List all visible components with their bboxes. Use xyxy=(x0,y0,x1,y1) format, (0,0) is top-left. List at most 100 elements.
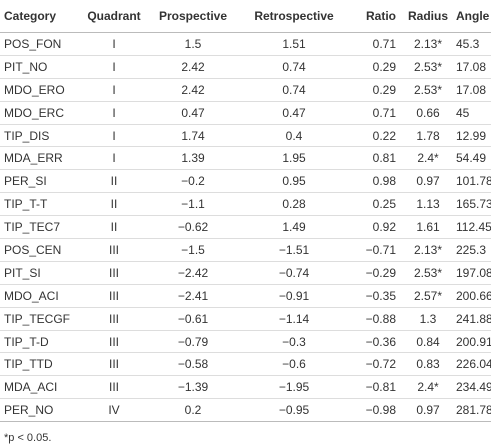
table-cell: −0.35 xyxy=(350,284,400,308)
table-cell: PIT_NO xyxy=(0,55,80,79)
table-cell: 225.3 xyxy=(456,238,491,262)
table-cell: 0.66 xyxy=(400,101,456,125)
table-row: PER_NO IV 0.2 −0.95 −0.98 0.97 281.78 xyxy=(0,398,491,423)
table-cell: 0.84 xyxy=(400,330,456,354)
table-cell: 200.66 xyxy=(456,284,491,308)
table-cell: 0.97 xyxy=(400,398,456,423)
table-row: TIP_DIS I 1.74 0.4 0.22 1.78 12.99 xyxy=(0,124,491,148)
table-cell: −0.95 xyxy=(238,398,350,423)
table-row: MDA_ERR I 1.39 1.95 0.81 2.4* 54.49 xyxy=(0,146,491,171)
table-cell: −0.6 xyxy=(238,352,350,377)
table-cell: 0.98 xyxy=(350,169,400,194)
column-header: Retrospective xyxy=(238,0,350,33)
table-cell: 165.73 xyxy=(456,192,491,217)
table-row: MDO_ERO I 2.42 0.74 0.29 2.53* 17.08 xyxy=(0,78,491,102)
table-body: POS_FON I 1.5 1.51 0.71 2.13* 45.3 PIT_NO I 2.42 0… xyxy=(0,32,491,423)
table-cell: POS_CEN xyxy=(0,238,80,262)
table-cell: 281.78 xyxy=(456,398,491,423)
table-cell: I xyxy=(80,146,148,171)
table-cell: 0.95 xyxy=(238,169,350,194)
table-cell: I xyxy=(80,78,148,102)
table-cell: I xyxy=(80,124,148,148)
column-header: Angle xyxy=(456,0,491,33)
footnote: *p < 0.05. xyxy=(4,432,52,444)
data-table: Category Quadrant Prospective Retrospective… xyxy=(0,0,491,423)
table-cell: −2.42 xyxy=(148,261,238,285)
table-cell: TIP_T-D xyxy=(0,330,80,354)
table-cell: 1.51 xyxy=(238,32,350,56)
table-cell: TIP_DIS xyxy=(0,124,80,148)
table-cell: 1.49 xyxy=(238,215,350,240)
column-header: Ratio xyxy=(350,0,400,33)
table-cell: 2.13* xyxy=(400,32,456,56)
table-row: POS_CEN III −1.5 −1.51 −0.71 2.13* 225.3 xyxy=(0,238,491,262)
table-cell: MDO_ERO xyxy=(0,78,80,102)
table-cell: −1.14 xyxy=(238,307,350,331)
column-header: Quadrant xyxy=(80,0,148,33)
table-cell: 0.92 xyxy=(350,215,400,240)
table-cell: TIP_TECGF xyxy=(0,307,80,331)
table-cell: MDA_ERR xyxy=(0,146,80,171)
table-cell: −0.72 xyxy=(350,352,400,377)
table-cell: III xyxy=(80,238,148,262)
table-cell: −0.62 xyxy=(148,215,238,240)
table-cell: 0.71 xyxy=(350,32,400,56)
column-header: Category xyxy=(0,0,80,33)
table-cell: −0.71 xyxy=(350,238,400,262)
table-cell: 2.42 xyxy=(148,78,238,102)
table-cell: 0.29 xyxy=(350,55,400,79)
table-cell: 0.47 xyxy=(238,101,350,125)
table-cell: −2.41 xyxy=(148,284,238,308)
table-row: TIP_T-T II −1.1 0.28 0.25 1.13 165.73 xyxy=(0,192,491,217)
table-cell: TIP_TEC7 xyxy=(0,215,80,240)
table-cell: TIP_T-T xyxy=(0,192,80,217)
table-row: PER_SI II −0.2 0.95 0.98 0.97 101.78 xyxy=(0,169,491,194)
table-cell: II xyxy=(80,169,148,194)
table-cell: 2.4* xyxy=(400,375,456,400)
table-cell: 0.47 xyxy=(148,101,238,125)
table-cell: −0.3 xyxy=(238,330,350,354)
table-cell: 101.78 xyxy=(456,169,491,194)
table-cell: −0.74 xyxy=(238,261,350,285)
table-cell: 234.49 xyxy=(456,375,491,400)
table-cell: 0.4 xyxy=(238,124,350,148)
table-cell: 1.5 xyxy=(148,32,238,56)
table-cell: 1.39 xyxy=(148,146,238,171)
table-cell: IV xyxy=(80,398,148,423)
table-cell: −0.36 xyxy=(350,330,400,354)
table-cell: II xyxy=(80,215,148,240)
table-cell: 2.13* xyxy=(400,238,456,262)
table-cell: III xyxy=(80,284,148,308)
table-cell: 1.78 xyxy=(400,124,456,148)
table-cell: 2.53* xyxy=(400,78,456,102)
table-cell: 0.2 xyxy=(148,398,238,423)
table-row: MDO_ACI III −2.41 −0.91 −0.35 2.57* 200.66 xyxy=(0,284,491,308)
table-cell: 2.57* xyxy=(400,284,456,308)
table-cell: I xyxy=(80,101,148,125)
table-cell: −0.61 xyxy=(148,307,238,331)
table-cell: 0.29 xyxy=(350,78,400,102)
table-cell: POS_FON xyxy=(0,32,80,56)
table-row: PIT_NO I 2.42 0.74 0.29 2.53* 17.08 xyxy=(0,55,491,79)
table-row: TIP_T-D III −0.79 −0.3 −0.36 0.84 200.91 xyxy=(0,330,491,354)
table-cell: −0.58 xyxy=(148,352,238,377)
table-cell: −0.29 xyxy=(350,261,400,285)
table-cell: PIT_SI xyxy=(0,261,80,285)
table-cell: 0.74 xyxy=(238,55,350,79)
table-cell: 1.61 xyxy=(400,215,456,240)
table-cell: 112.45 xyxy=(456,215,491,240)
table-cell: −0.91 xyxy=(238,284,350,308)
table-cell: −0.2 xyxy=(148,169,238,194)
table-cell: 0.97 xyxy=(400,169,456,194)
table-row: MDA_ACI III −1.39 −1.95 −0.81 2.4* 234.49 xyxy=(0,375,491,400)
table-cell: 17.08 xyxy=(456,78,491,102)
table-cell: 1.13 xyxy=(400,192,456,217)
table-cell: III xyxy=(80,375,148,400)
table-row: TIP_TTD III −0.58 −0.6 −0.72 0.83 226.04 xyxy=(0,352,491,377)
table-cell: 241.88 xyxy=(456,307,491,331)
table-cell: II xyxy=(80,192,148,217)
table-cell: 0.83 xyxy=(400,352,456,377)
table-cell: 1.95 xyxy=(238,146,350,171)
table-cell: 17.08 xyxy=(456,55,491,79)
